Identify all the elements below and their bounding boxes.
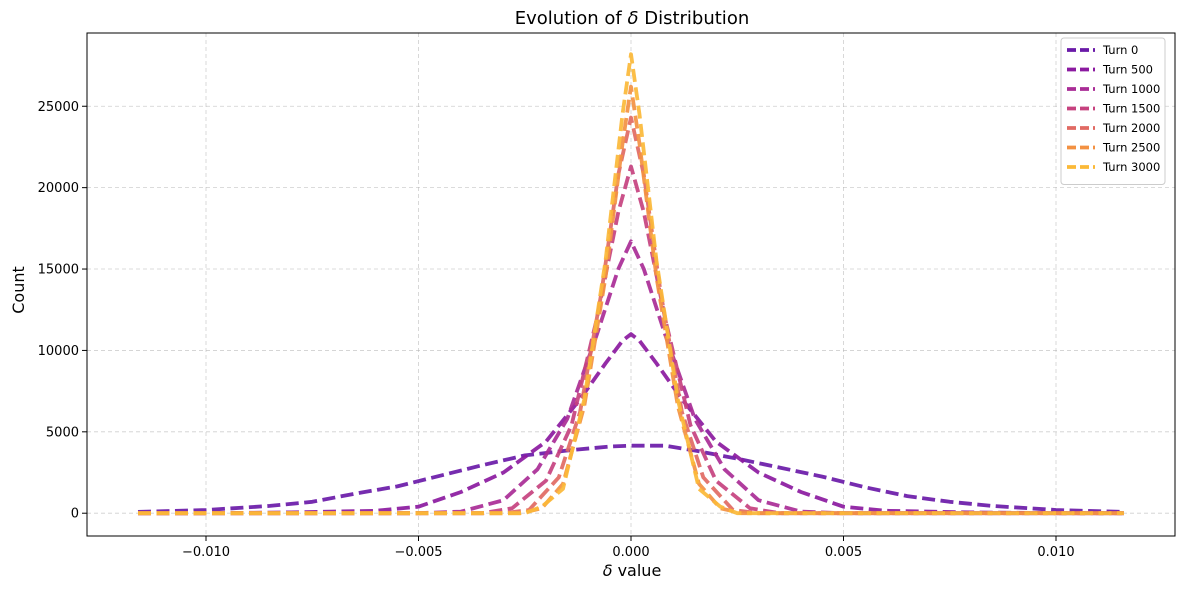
series-group [137, 52, 1125, 516]
y-axis-ticks: 0 5000 10000 15000 20000 25000 [38, 100, 87, 522]
y-tick-label: 10000 [38, 344, 79, 359]
x-tick-label: −0.005 [394, 545, 442, 560]
series-line-turn-2000 [138, 115, 1124, 516]
legend: Turn 0 Turn 500 Turn 1000 Turn 1500 Turn 200… [1060, 37, 1166, 185]
legend-label: Turn 2000 [1102, 121, 1160, 135]
x-axis-ticks: −0.010 −0.005 0.000 0.005 0.010 [182, 536, 1075, 560]
y-tick-label: 5000 [46, 425, 79, 440]
y-tick-label: 0 [71, 507, 79, 522]
y-axis-title: Count [9, 266, 28, 314]
y-tick-label: 15000 [38, 263, 79, 278]
y-tick-label: 20000 [38, 181, 79, 196]
legend-label: Turn 1000 [1102, 82, 1160, 96]
x-axis-title: δ value [603, 561, 662, 580]
plot-area: −0.010 −0.005 0.000 0.005 0.010 0 5000 10000 15… [38, 32, 1176, 560]
x-tick-label: 0.000 [612, 545, 649, 560]
legend-label: Turn 2500 [1102, 141, 1160, 155]
legend-label: Turn 1500 [1102, 102, 1160, 116]
series-line-turn-1500 [138, 164, 1124, 516]
series-line-turn-500 [138, 332, 1124, 516]
series-line-turn-3000 [138, 52, 1124, 516]
legend-label: Turn 3000 [1102, 160, 1160, 174]
legend-label: Turn 500 [1102, 63, 1153, 77]
x-tick-label: −0.010 [182, 545, 230, 560]
x-tick-label: 0.005 [825, 545, 862, 560]
legend-label: Turn 0 [1102, 43, 1138, 57]
x-tick-label: 0.010 [1037, 545, 1074, 560]
chart-title: Evolution of δ Distribution [515, 8, 749, 29]
y-tick-label: 25000 [38, 100, 79, 115]
